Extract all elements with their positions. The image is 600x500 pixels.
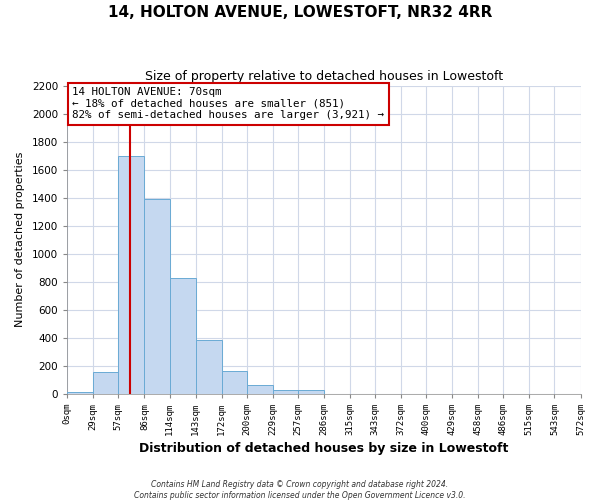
Bar <box>118 156 145 394</box>
Bar <box>145 199 170 394</box>
Title: Size of property relative to detached houses in Lowestoft: Size of property relative to detached ho… <box>145 70 503 83</box>
Bar <box>93 372 118 394</box>
Text: 14 HOLTON AVENUE: 70sqm
← 18% of detached houses are smaller (851)
82% of semi-d: 14 HOLTON AVENUE: 70sqm ← 18% of detache… <box>73 87 385 120</box>
Bar <box>247 384 273 394</box>
Text: Contains HM Land Registry data © Crown copyright and database right 2024.
Contai: Contains HM Land Registry data © Crown c… <box>134 480 466 500</box>
Bar <box>273 390 298 394</box>
Bar <box>170 278 196 394</box>
Text: 14, HOLTON AVENUE, LOWESTOFT, NR32 4RR: 14, HOLTON AVENUE, LOWESTOFT, NR32 4RR <box>108 5 492 20</box>
Bar <box>196 340 221 394</box>
Bar <box>221 372 247 394</box>
Y-axis label: Number of detached properties: Number of detached properties <box>15 152 25 328</box>
Bar <box>298 390 324 394</box>
Bar <box>67 392 93 394</box>
X-axis label: Distribution of detached houses by size in Lowestoft: Distribution of detached houses by size … <box>139 442 509 455</box>
